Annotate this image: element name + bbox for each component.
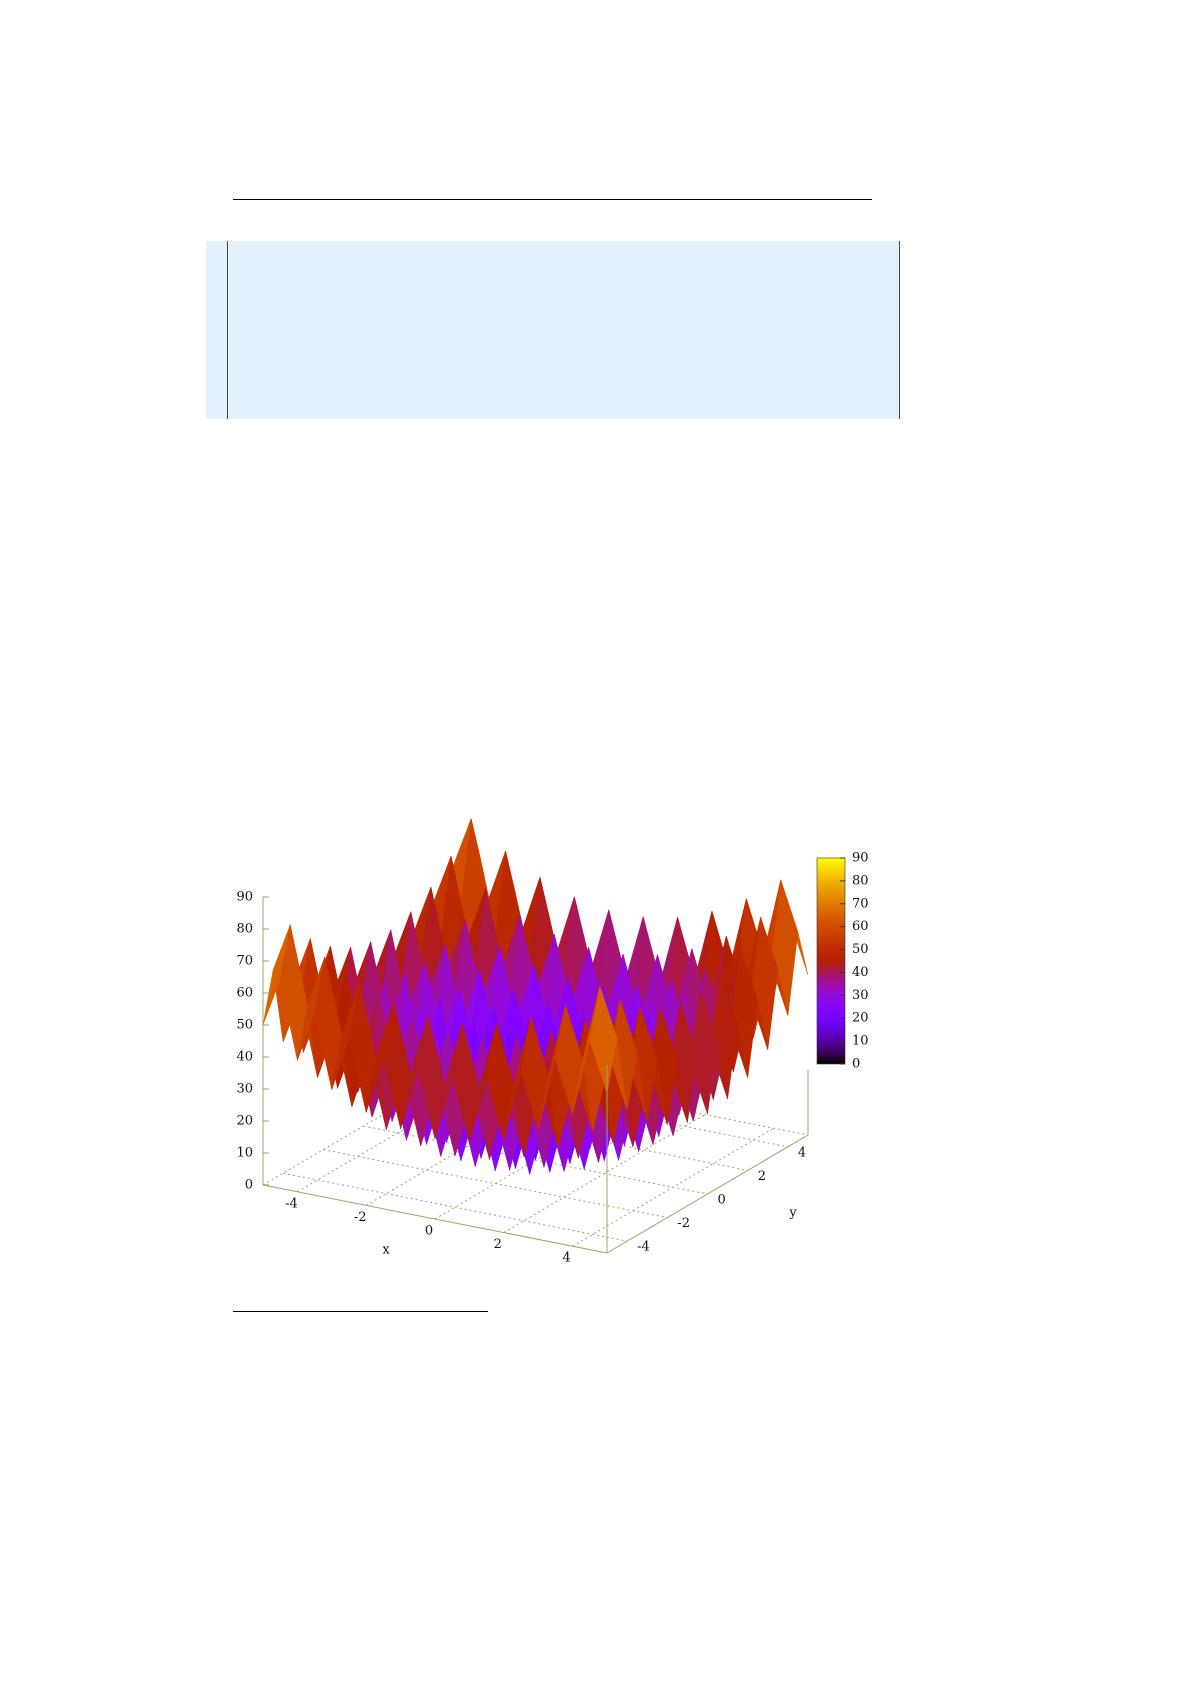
x-tick-label: -2: [354, 1210, 367, 1225]
colorbar-tick-label: 60: [852, 919, 869, 934]
y-tick-label: -4: [637, 1240, 650, 1255]
header-rule: [233, 199, 872, 200]
y-grid-line: [283, 1172, 628, 1242]
info-box: [206, 241, 900, 419]
colorbar-tick-label: 0: [852, 1057, 860, 1072]
colorbar-tick-label: 30: [852, 988, 869, 1003]
z-tick-label: 60: [236, 986, 253, 1001]
surface-patch: [589, 986, 618, 1094]
x-tick-label: 2: [494, 1237, 502, 1252]
footnote-rule: [233, 1311, 488, 1312]
x-tick-label: -4: [285, 1196, 298, 1211]
info-box-bar: [227, 241, 228, 419]
y-tick-label: 4: [798, 1145, 806, 1160]
y-grid-line: [323, 1149, 668, 1219]
z-tick-label: 40: [236, 1050, 253, 1065]
colorbar-tick-label: 20: [852, 1011, 869, 1026]
z-tick-label: 10: [236, 1146, 253, 1161]
z-tick-label: 0: [245, 1178, 253, 1193]
y-axis-label: y: [788, 1206, 797, 1221]
x-tick-label: 0: [425, 1224, 433, 1239]
z-tick-label: 50: [236, 1018, 253, 1033]
colorbar-tick-label: 80: [852, 873, 869, 888]
colorbar-tick-label: 10: [852, 1034, 869, 1049]
y-tick-label: -2: [677, 1216, 690, 1231]
colorbar-tick-label: 70: [852, 896, 869, 911]
z-tick-label: 70: [236, 954, 253, 969]
x-tick-label: 4: [562, 1251, 570, 1266]
z-tick-label: 30: [236, 1082, 253, 1097]
colorbar-tick-label: 50: [852, 942, 869, 957]
z-tick-label: 80: [236, 922, 253, 937]
y-tick-label: 2: [758, 1169, 766, 1184]
colorbar-tick-label: 40: [852, 965, 869, 980]
colorbar-labels: 0 10 20 30 40 50 60 70 80 90: [852, 851, 869, 1072]
z-tick-label: 20: [236, 1114, 253, 1129]
z-tick-label: 90: [236, 890, 253, 905]
colorbar: [816, 857, 846, 1065]
x-axis-label: x: [382, 1243, 390, 1258]
colorbar-tick-label: 90: [852, 851, 869, 866]
y-tick-label: 0: [718, 1193, 726, 1208]
